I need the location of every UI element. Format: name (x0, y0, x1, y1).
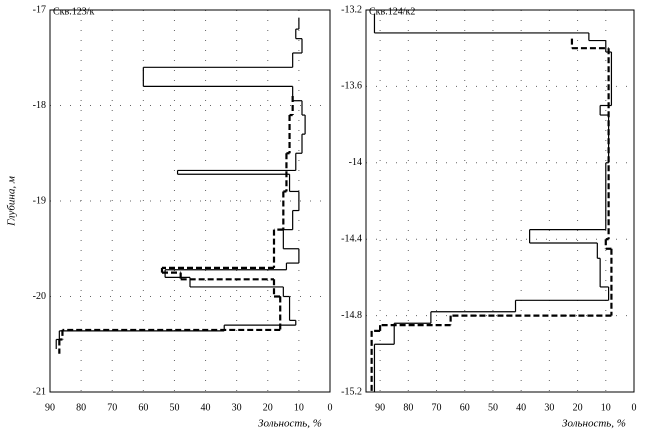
y-tick-label: -14.8 (341, 310, 362, 321)
y-tick-label: -18 (33, 100, 46, 111)
x-tick-label: 90 (45, 402, 55, 413)
x-tick-label: 50 (488, 402, 498, 413)
x-tick-label: 20 (573, 402, 583, 413)
x-tick-label: 30 (544, 402, 554, 413)
x-axis-label: Зольность, % (258, 418, 322, 430)
y-tick-label: -17 (33, 4, 46, 15)
x-tick-label: 20 (263, 402, 273, 413)
x-tick-label: 80 (76, 402, 86, 413)
x-tick-label: 50 (169, 402, 179, 413)
x-tick-label: 10 (601, 402, 611, 413)
x-tick-label: 0 (328, 402, 333, 413)
y-tick-label: -21 (33, 386, 46, 397)
y-tick-label: -19 (33, 195, 46, 206)
x-tick-label: 70 (432, 402, 442, 413)
x-tick-label: 70 (107, 402, 117, 413)
y-tick-label: -20 (33, 291, 46, 302)
x-tick-label: 0 (632, 402, 637, 413)
plot-frame (49, 9, 331, 393)
x-tick-label: 30 (232, 402, 242, 413)
x-tick-label: 10 (294, 402, 304, 413)
y-tick-label: -14.4 (341, 233, 362, 244)
x-tick-label: 90 (375, 402, 385, 413)
x-tick-label: 80 (403, 402, 413, 413)
y-axis-label: Глубина, м (6, 176, 18, 227)
x-axis-label: Зольность, % (562, 418, 626, 430)
panel-title: Скв.124/к2 (369, 6, 415, 17)
plot-frame (365, 9, 635, 393)
x-tick-label: 40 (201, 402, 211, 413)
y-tick-label: -13.6 (341, 81, 362, 92)
y-tick-label: -14 (349, 157, 362, 168)
x-tick-label: 40 (516, 402, 526, 413)
x-tick-label: 60 (138, 402, 148, 413)
x-tick-label: 60 (460, 402, 470, 413)
y-tick-label: -13.2 (341, 4, 362, 15)
y-tick-label: -15.2 (341, 386, 362, 397)
panel-title: Скв.123/к (53, 6, 95, 17)
